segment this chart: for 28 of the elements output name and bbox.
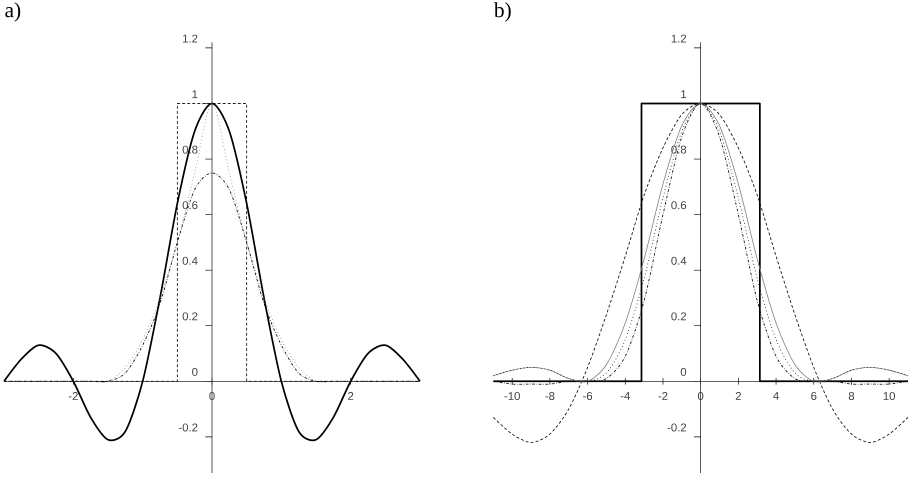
- y-tick-label: 0.6: [671, 201, 686, 210]
- y-tick-label: 0.2: [182, 312, 198, 320]
- y-tick-label: 1.2: [183, 34, 198, 43]
- y-tick-label: 0: [192, 368, 198, 376]
- y-tick-label: -0.2: [668, 423, 686, 432]
- x-tick-label: 10: [884, 392, 896, 400]
- x-tick-label: 2: [348, 392, 354, 400]
- y-tick-label: 1: [192, 90, 198, 98]
- y-tick-label: 0: [680, 368, 686, 376]
- x-tick-label: -6: [583, 392, 592, 400]
- y-tick-label: 0.4: [671, 256, 686, 265]
- y-tick-label: 1: [681, 90, 686, 98]
- y-tick-label: 1.2: [672, 34, 686, 43]
- y-tick-label: 0.4: [182, 256, 198, 265]
- chart-title: a): [5, 2, 20, 22]
- y-tick-label: -0.2: [178, 423, 198, 432]
- y-tick-label: 0.2: [671, 312, 686, 320]
- x-tick-label: -2: [658, 392, 668, 400]
- x-tick-label: 2: [736, 392, 741, 400]
- x-tick-label: -2: [68, 392, 78, 400]
- x-tick-label: -10: [504, 392, 520, 400]
- x-tick-label: -4: [620, 392, 630, 400]
- x-tick-label: -8: [545, 392, 554, 400]
- y-tick-label: 0.6: [182, 201, 198, 210]
- x-tick-label: 6: [811, 392, 816, 400]
- x-tick-label: 4: [773, 392, 779, 400]
- chart-title: b): [494, 2, 511, 22]
- x-tick-label: 8: [848, 392, 854, 400]
